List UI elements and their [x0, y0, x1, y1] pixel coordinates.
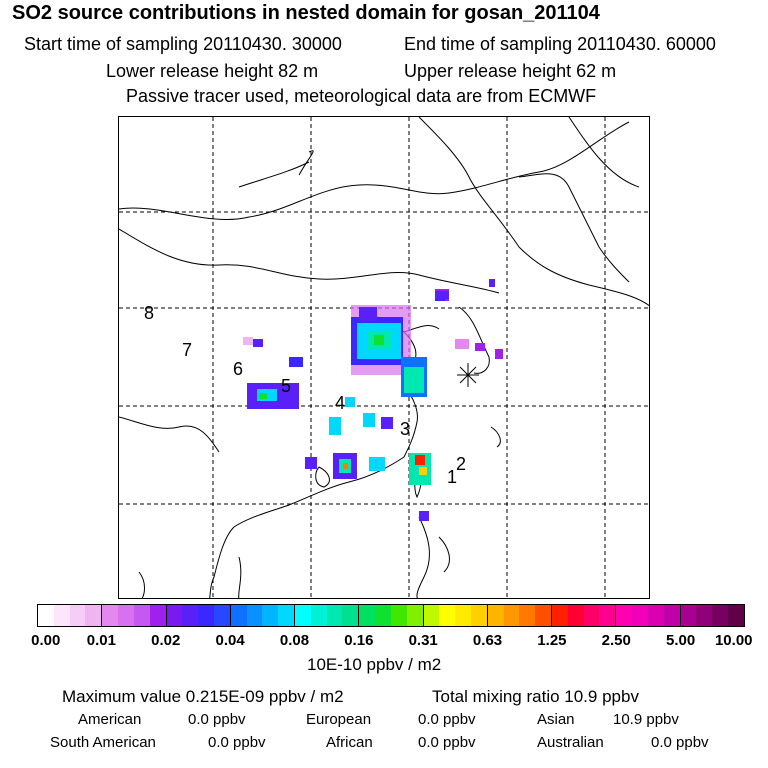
max-value: Maximum value 0.215E-09 ppbv / m2 — [62, 687, 344, 706]
colorbar-cell — [310, 605, 327, 626]
colorbar-cell — [69, 605, 86, 626]
region-label-6: 6 — [233, 359, 243, 379]
african-value: 0.0 ppbv — [418, 734, 476, 751]
colorbar-cell — [390, 605, 407, 626]
end-time: End time of sampling 20110430. 60000 — [404, 34, 716, 54]
colorbar-tick-label: 0.02 — [151, 632, 181, 649]
colorbar-tick-label: 10.00 — [714, 632, 753, 649]
colorbar-cell — [535, 605, 552, 626]
colorbar-cell — [53, 605, 70, 626]
colorbar-tick-label: 0.00 — [31, 632, 61, 649]
colorbar-cell — [342, 605, 360, 626]
colorbar-tick-label: 2.50 — [601, 632, 631, 649]
tracer-note: Passive tracer used, meteorological data… — [126, 86, 597, 106]
region-label-4: 4 — [335, 393, 345, 413]
colorbar-cell — [326, 605, 343, 626]
colorbar-cell — [198, 605, 214, 626]
colorbar-cell — [278, 605, 295, 626]
african-label: African — [326, 734, 373, 751]
asian-label: Asian — [537, 711, 575, 728]
colorbar-cell — [102, 605, 119, 626]
colorbar-units: 10E-10 ppbv / m2 — [307, 655, 442, 674]
colorbar-cell — [712, 605, 728, 626]
colorbar-tick-label: 0.04 — [215, 632, 245, 649]
chart-title: SO2 source contributions in nested domai… — [12, 2, 600, 24]
region-label-2: 2 — [456, 454, 466, 474]
upper-release-height: Upper release height 62 m — [404, 61, 617, 81]
colorbar-tick-label: 0.01 — [86, 632, 116, 649]
colorbar — [37, 604, 745, 627]
colorbar-cell — [680, 605, 697, 626]
colorbar-cell — [552, 605, 568, 626]
colorbar-cell — [616, 605, 633, 626]
region-labels: 1 2 3 4 5 6 7 8 — [144, 303, 466, 487]
colorbar-cell — [149, 605, 167, 626]
region-label-7: 7 — [182, 340, 192, 360]
south-american-value: 0.0 ppbv — [208, 734, 266, 751]
colorbar-cell — [85, 605, 103, 626]
region-label-8: 8 — [144, 303, 154, 323]
colorbar-tick-label: 5.00 — [666, 632, 696, 649]
colorbar-tick-label: 0.08 — [279, 632, 310, 649]
region-label-1: 1 — [447, 467, 457, 487]
colorbar-cell — [727, 605, 744, 626]
colorbar-cell — [663, 605, 681, 626]
region-label-5: 5 — [281, 376, 291, 396]
colorbar-cell — [38, 605, 54, 626]
colorbar-tick-label: 0.63 — [472, 632, 503, 649]
grid-lines — [119, 117, 649, 598]
colorbar-cell — [406, 605, 424, 626]
south-american-label: South American — [50, 734, 156, 751]
colorbar-cell — [455, 605, 471, 626]
colorbar-cell — [696, 605, 713, 626]
colorbar-cell — [439, 605, 456, 626]
australian-label: Australian — [537, 734, 604, 751]
region-label-3: 3 — [400, 419, 410, 439]
lower-release-height: Lower release height 82 m — [106, 61, 319, 81]
plume-cells — [243, 279, 503, 521]
colorbar-cell — [230, 605, 247, 626]
colorbar-cell — [133, 605, 150, 626]
colorbar-cell — [487, 605, 504, 626]
colorbar-cell — [632, 605, 648, 626]
colorbar-cell — [166, 605, 183, 626]
colorbar-cell — [583, 605, 600, 626]
colorbar-cell — [182, 605, 199, 626]
australian-value: 0.0 ppbv — [651, 734, 709, 751]
start-time: Start time of sampling 20110430. 30000 — [24, 34, 342, 54]
colorbar-cell — [118, 605, 134, 626]
colorbar-tick-label: 0.16 — [344, 632, 374, 649]
american-label: American — [78, 711, 142, 728]
colorbar-cell — [213, 605, 231, 626]
american-value: 0.0 ppbv — [188, 711, 246, 728]
colorbar-cell — [246, 605, 263, 626]
colorbar-cell — [503, 605, 520, 626]
map-panel: 1 2 3 4 5 6 7 8 — [118, 116, 650, 599]
colorbar-tick-label: 0.31 — [408, 632, 438, 649]
colorbar-cell — [423, 605, 440, 626]
colorbar-cell — [519, 605, 536, 626]
colorbar-cell — [470, 605, 488, 626]
colorbar-cell — [599, 605, 617, 626]
colorbar-tick-label: 1.25 — [537, 632, 567, 649]
receptor-marker — [457, 363, 479, 387]
total-mixing-ratio: Total mixing ratio 10.9 ppbv — [432, 687, 639, 706]
colorbar-cell — [375, 605, 391, 626]
colorbar-cell — [567, 605, 584, 626]
asian-value: 10.9 ppbv — [613, 711, 679, 728]
colorbar-cell — [647, 605, 664, 626]
colorbar-cell — [295, 605, 311, 626]
map-canvas: 1 2 3 4 5 6 7 8 — [119, 117, 649, 598]
european-label: European — [306, 711, 372, 728]
european-value: 0.0 ppbv — [418, 711, 476, 728]
colorbar-cell — [359, 605, 376, 626]
colorbar-cell — [262, 605, 279, 626]
